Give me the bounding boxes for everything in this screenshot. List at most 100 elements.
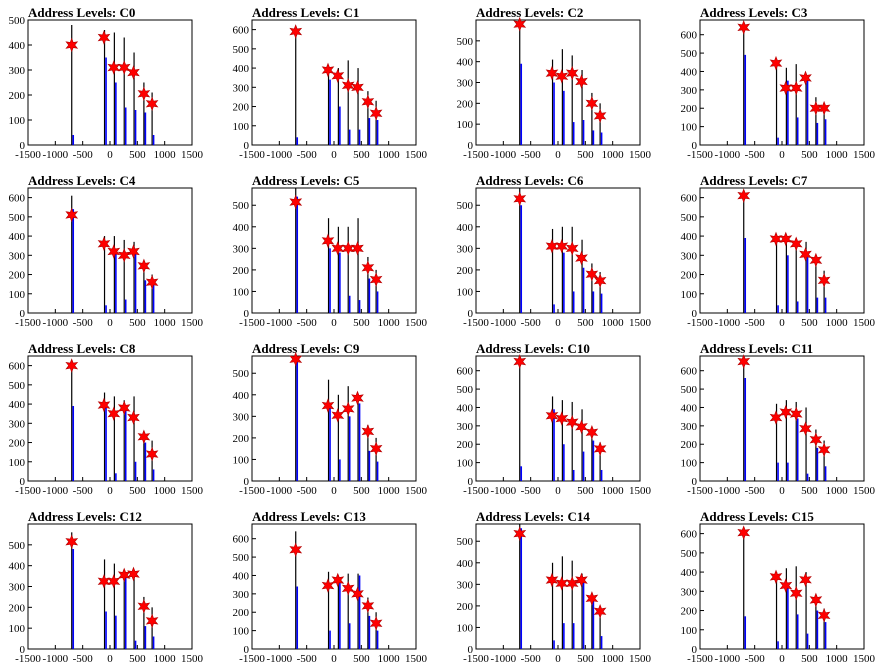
x-tick-label: 0 [779,317,785,329]
x-tick-label: 1000 [602,653,625,665]
peak-marker [737,188,751,204]
y-tick-label: 0 [468,140,474,152]
peak-marker [65,358,79,373]
x-tick-label: 1000 [602,485,625,497]
y-tick-label: 100 [233,454,250,466]
y-tick-label: 100 [681,122,698,134]
peak-marker [789,406,803,422]
peak-marker [799,246,812,262]
peak-marker [575,419,588,435]
peak-marker [331,68,345,84]
subplot-title: Address Levels: C14 [476,509,590,524]
y-tick-label: 100 [233,121,250,133]
y-tick-label: 200 [9,90,26,102]
peak-marker [117,247,131,263]
y-tick-label: 0 [20,140,26,152]
y-tick-label: 400 [233,390,250,402]
y-tick-label: 500 [457,384,474,396]
x-tick-label: 0 [107,485,113,497]
x-tick-label: 500 [129,149,146,161]
x-tick-label: 0 [331,653,337,665]
x-tick-label: -1000 [714,149,740,161]
plot-frame [27,523,193,650]
peak-marker [289,194,303,210]
y-tick-label: 0 [20,476,26,488]
x-tick-label: 1000 [602,317,625,329]
peak-marker [107,406,121,422]
x-tick-label: 1500 [853,317,876,329]
peak-marker [127,410,140,425]
y-tick-label: 400 [457,558,474,570]
peak-marker [769,55,783,71]
peak-marker [565,414,579,430]
x-tick-label: 0 [555,317,561,329]
x-tick-label: 1500 [629,653,652,665]
subplot-4: Address Levels: C4 0 100 200 300 400 500 600 -15… [9,173,204,329]
x-tick-label: 1000 [826,149,849,161]
peak-marker [545,408,559,424]
x-tick-label: 0 [331,149,337,161]
y-tick-label: 0 [20,308,26,320]
x-tick-label: -500 [521,149,542,161]
y-tick-label: 500 [9,212,26,224]
peak-marker [351,390,364,406]
peak-marker [513,191,527,207]
peak-marker [575,572,588,588]
y-tick-label: 0 [20,644,26,656]
peak-marker [769,231,783,247]
y-tick-label: 0 [244,644,250,656]
x-tick-label: 1500 [629,149,652,161]
y-tick-label: 500 [233,552,250,564]
y-tick-label: 400 [681,567,698,579]
y-tick-label: 500 [457,536,474,548]
x-tick-label: -1000 [42,149,68,161]
x-tick-label: 1000 [154,485,177,497]
peak-marker [817,607,831,623]
subplot-13: Address Levels: C13 0 100 200 300 400 500 600 -1… [233,509,428,665]
x-tick-label: 1000 [378,485,401,497]
plot-frame [251,19,417,146]
subplot-11: Address Levels: C11 0 100 200 300 400 500 600 -1… [681,341,876,497]
y-tick-label: 100 [457,458,474,470]
peak-marker [341,580,355,596]
peak-marker [117,60,131,75]
x-tick-label: -1500 [687,149,713,161]
y-tick-label: 300 [681,250,698,262]
subplot-14: Address Levels: C14 0 100 200 300 400 500 -1500… [457,509,652,665]
peak-marker [737,354,751,369]
x-tick-label: 1500 [405,485,428,497]
y-tick-label: 600 [681,30,698,42]
peak-marker [145,613,159,629]
y-tick-label: 200 [457,601,474,613]
peak-marker [575,74,588,89]
y-tick-label: 0 [692,308,698,320]
peak-marker [585,266,599,282]
peak-marker [65,207,79,223]
x-tick-label: 500 [129,317,146,329]
subplot-1: Address Levels: C1 0 100 200 300 400 500 600 -15… [233,5,428,161]
y-tick-label: 500 [457,200,474,212]
y-tick-label: 300 [457,421,474,433]
y-tick-label: 200 [233,607,250,619]
peak-marker [369,441,383,457]
subplot-10: Address Levels: C10 0 100 200 300 400 500 600 -1… [457,341,652,497]
x-tick-label: -1000 [266,485,292,497]
peak-marker [555,238,569,254]
y-tick-label: 300 [9,418,26,430]
y-tick-label: 400 [9,40,26,52]
y-tick-label: 400 [681,66,698,78]
x-tick-label: -500 [297,485,318,497]
peak-marker [361,94,375,110]
x-tick-label: -1500 [463,653,489,665]
peak-marker [593,441,607,457]
y-tick-label: 300 [9,250,26,262]
subplot-0: Address Levels: C00100200300400500-1500-… [9,5,204,161]
x-tick-label: -500 [73,149,94,161]
y-tick-label: 100 [457,622,474,634]
peak-marker [321,233,335,249]
x-tick-label: 1000 [154,653,177,665]
peak-marker [585,591,599,606]
x-tick-label: -1500 [239,317,265,329]
peak-marker [97,30,111,45]
subplot-title: Address Levels: C12 [28,509,142,524]
